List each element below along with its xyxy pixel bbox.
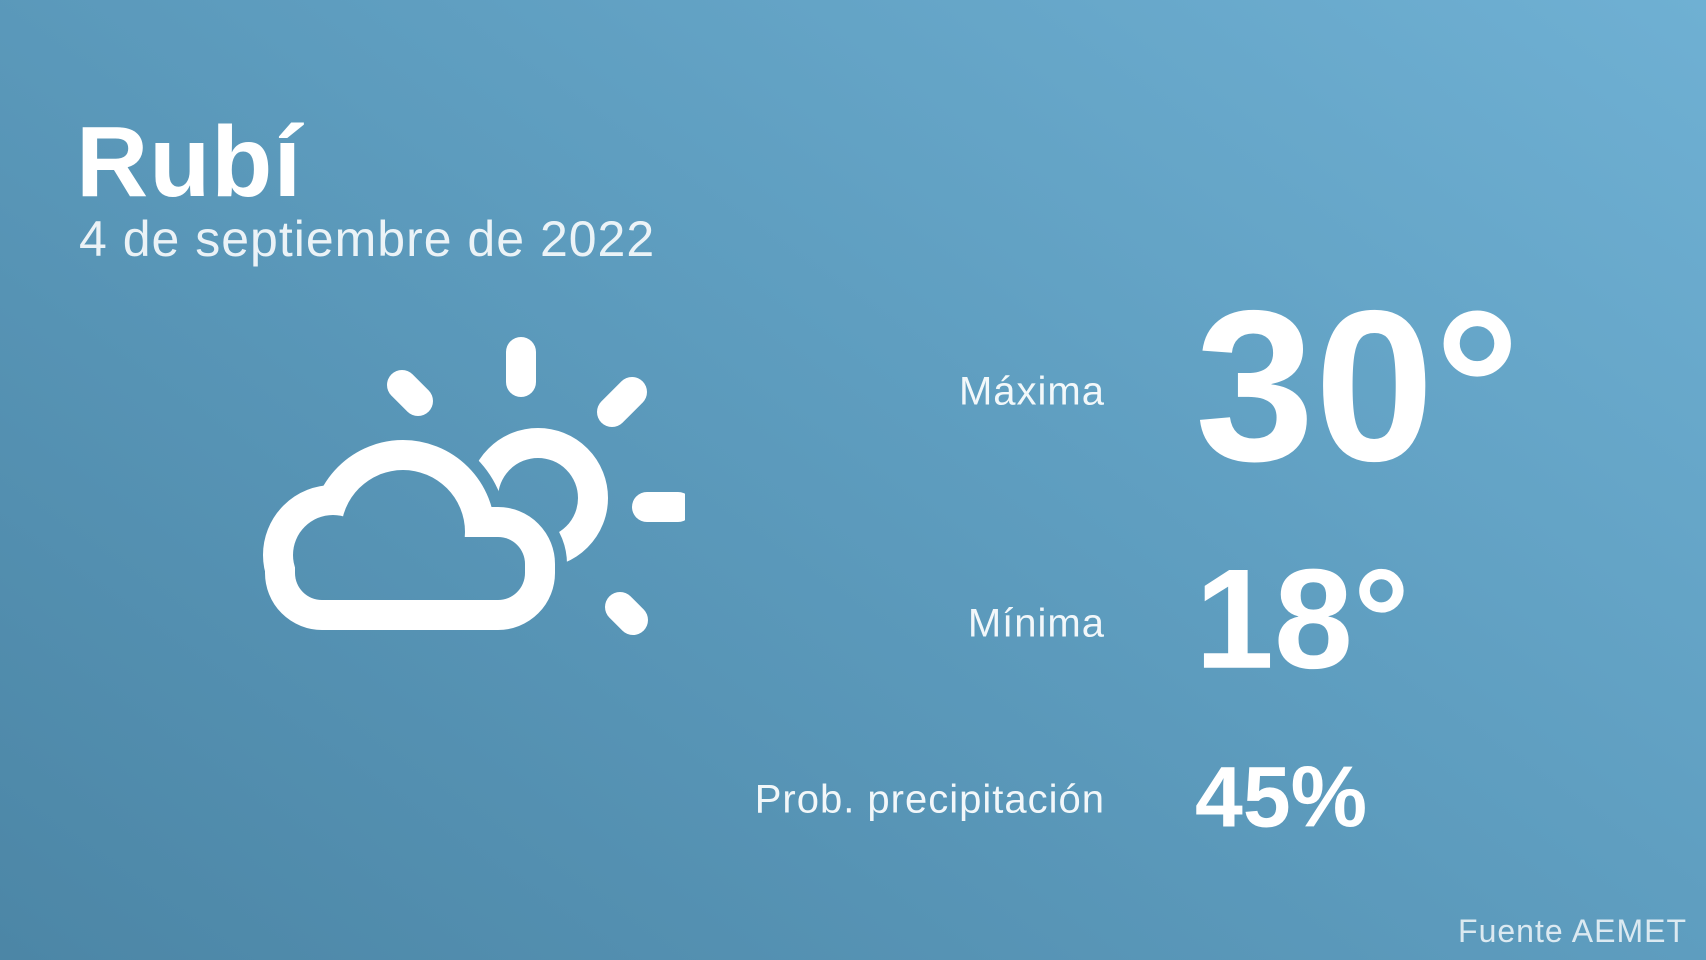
- min-temp-value: 18°: [1195, 539, 1410, 699]
- data-source-credit: Fuente AEMET: [1458, 913, 1687, 949]
- location-title: Rubí: [76, 106, 303, 218]
- precipitation-value: 45%: [1195, 749, 1368, 846]
- sun-behind-cloud-icon: [225, 285, 685, 655]
- forecast-date: 4 de septiembre de 2022: [79, 211, 656, 267]
- max-temp-label: Máxima: [958, 369, 1105, 414]
- min-temp-label: Mínima: [967, 601, 1105, 646]
- precipitation-label: Prob. precipitación: [754, 777, 1105, 822]
- max-temp-value: 30°: [1195, 265, 1521, 507]
- cloud-icon-part: [225, 285, 685, 655]
